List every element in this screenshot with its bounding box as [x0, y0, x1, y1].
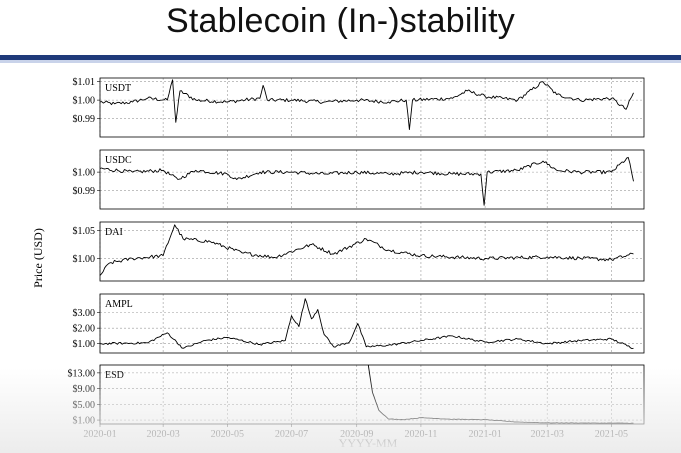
x-tick-label: 2020-05 — [211, 429, 244, 440]
x-tick-label: 2020-11 — [404, 429, 437, 440]
panel-label: USDC — [105, 155, 132, 166]
series-line-esd — [367, 364, 634, 424]
slide-title: Stablecoin (In-)stability — [166, 2, 515, 40]
y-tick-label: $2.00 — [73, 324, 96, 335]
panel-frame — [99, 364, 645, 425]
x-tick-label: 2020-03 — [146, 429, 179, 440]
panel-label: DAI — [105, 227, 123, 238]
panel-ampl: $1.00 $2.00 $3.00 AMPL — [73, 293, 645, 354]
panel-esd: $1.00 $5.00 $9.00 $13.00 ESD — [68, 364, 645, 427]
x-tick-label: 2021-03 — [531, 429, 564, 440]
y-tick-label: $9.00 — [73, 384, 96, 395]
title-rule-accent — [0, 60, 681, 63]
panel-frame — [99, 293, 645, 354]
y-tick-label: $1.00 — [73, 339, 96, 350]
panel-label: ESD — [105, 370, 124, 381]
panel-frame — [99, 149, 645, 210]
panel-dai: $1.00 $1.05 DAI — [73, 221, 645, 282]
panel-label: AMPL — [105, 299, 133, 310]
panel-label: USDT — [105, 83, 131, 94]
series-line-usdt — [99, 79, 634, 131]
y-tick-label: $0.99 — [73, 114, 96, 125]
y-tick-label: $0.99 — [73, 186, 96, 197]
series-line-usdc — [99, 156, 634, 206]
series-line-dai — [99, 224, 634, 276]
panel-frame — [99, 221, 645, 282]
y-tick-label: $1.00 — [73, 96, 96, 107]
x-axis-label: YYYY-MM — [339, 436, 398, 450]
y-tick-label: $1.00 — [73, 254, 96, 265]
x-tick-label: 2020-01 — [83, 429, 116, 440]
y-tick-label: $5.00 — [73, 400, 96, 411]
y-axis-label: Price (USD) — [31, 228, 45, 288]
panel-usdc: $0.99 $1.00 USDC — [73, 149, 645, 210]
x-tick-label: 2021-05 — [595, 429, 628, 440]
title-rule — [0, 55, 681, 60]
y-tick-label: $1.00 — [73, 168, 96, 179]
y-tick-label: $13.00 — [68, 368, 96, 379]
y-tick-label: $1.00 — [73, 416, 96, 427]
y-tick-label: $1.01 — [73, 77, 96, 88]
panel-usdt: $0.99 $1.00 $1.01 USDT — [73, 77, 645, 138]
y-tick-label: $3.00 — [73, 308, 96, 319]
x-tick-label: 2021-01 — [468, 429, 501, 440]
x-tick-label: 2020-07 — [275, 429, 308, 440]
y-tick-label: $1.05 — [73, 226, 96, 237]
panel-frame — [99, 77, 645, 138]
series-line-ampl — [99, 298, 634, 350]
